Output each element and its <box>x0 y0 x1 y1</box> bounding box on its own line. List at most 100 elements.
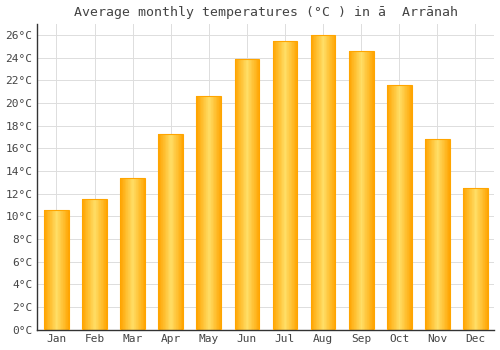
Bar <box>180 134 181 330</box>
Bar <box>327 35 328 330</box>
Bar <box>321 35 322 330</box>
Bar <box>50 210 51 330</box>
Bar <box>275 41 276 330</box>
Bar <box>100 199 102 330</box>
Bar <box>220 96 221 330</box>
Bar <box>182 134 183 330</box>
Bar <box>97 199 98 330</box>
Bar <box>130 178 131 330</box>
Bar <box>132 178 133 330</box>
Bar <box>325 35 326 330</box>
Bar <box>124 178 125 330</box>
Bar <box>463 188 488 330</box>
Bar <box>463 188 464 330</box>
Bar <box>196 96 197 330</box>
Bar <box>139 178 140 330</box>
Bar <box>371 51 372 330</box>
Bar <box>242 59 243 330</box>
Bar <box>328 35 329 330</box>
Bar <box>51 210 52 330</box>
Bar <box>129 178 130 330</box>
Bar <box>368 51 369 330</box>
Bar <box>276 41 277 330</box>
Bar <box>125 178 126 330</box>
Bar <box>431 139 432 330</box>
Bar <box>433 139 434 330</box>
Bar <box>136 178 137 330</box>
Bar <box>369 51 370 330</box>
Bar <box>96 199 97 330</box>
Bar <box>91 199 92 330</box>
Bar <box>284 41 285 330</box>
Bar <box>288 41 290 330</box>
Bar <box>279 41 280 330</box>
Bar <box>435 139 436 330</box>
Bar <box>278 41 279 330</box>
Bar <box>317 35 318 330</box>
Bar <box>49 210 50 330</box>
Bar <box>449 139 450 330</box>
Bar <box>98 199 99 330</box>
Bar <box>466 188 468 330</box>
Bar <box>234 59 260 330</box>
Bar <box>351 51 352 330</box>
Bar <box>254 59 255 330</box>
Bar <box>408 85 409 330</box>
Bar <box>160 134 161 330</box>
Bar <box>216 96 217 330</box>
Bar <box>475 188 476 330</box>
Bar <box>360 51 361 330</box>
Bar <box>106 199 107 330</box>
Bar <box>430 139 431 330</box>
Bar <box>247 59 248 330</box>
Bar <box>208 96 209 330</box>
Bar <box>122 178 124 330</box>
Bar <box>67 210 68 330</box>
Bar <box>333 35 334 330</box>
Bar <box>127 178 128 330</box>
Bar <box>409 85 410 330</box>
Bar <box>393 85 394 330</box>
Bar <box>296 41 298 330</box>
Bar <box>440 139 441 330</box>
Bar <box>54 210 55 330</box>
Bar <box>143 178 144 330</box>
Bar <box>370 51 371 330</box>
Bar <box>397 85 398 330</box>
Bar <box>169 134 170 330</box>
Bar <box>287 41 288 330</box>
Bar <box>294 41 295 330</box>
Bar <box>62 210 64 330</box>
Bar <box>434 139 435 330</box>
Bar <box>471 188 472 330</box>
Bar <box>59 210 60 330</box>
Bar <box>255 59 256 330</box>
Bar <box>214 96 215 330</box>
Bar <box>161 134 162 330</box>
Bar <box>350 51 351 330</box>
Bar <box>478 188 479 330</box>
Bar <box>425 139 426 330</box>
Bar <box>57 210 58 330</box>
Bar <box>372 51 373 330</box>
Bar <box>205 96 206 330</box>
Bar <box>312 35 313 330</box>
Bar <box>217 96 218 330</box>
Bar <box>403 85 404 330</box>
Bar <box>172 134 173 330</box>
Bar <box>61 210 62 330</box>
Bar <box>201 96 202 330</box>
Bar <box>105 199 106 330</box>
Bar <box>174 134 175 330</box>
Bar <box>324 35 325 330</box>
Bar <box>479 188 480 330</box>
Bar <box>202 96 203 330</box>
Bar <box>134 178 135 330</box>
Bar <box>329 35 330 330</box>
Bar <box>204 96 205 330</box>
Bar <box>404 85 405 330</box>
Bar <box>272 41 297 330</box>
Bar <box>162 134 164 330</box>
Title: Average monthly temperatures (°C ) in ā  Arrānah: Average monthly temperatures (°C ) in ā … <box>74 6 458 19</box>
Bar <box>199 96 200 330</box>
